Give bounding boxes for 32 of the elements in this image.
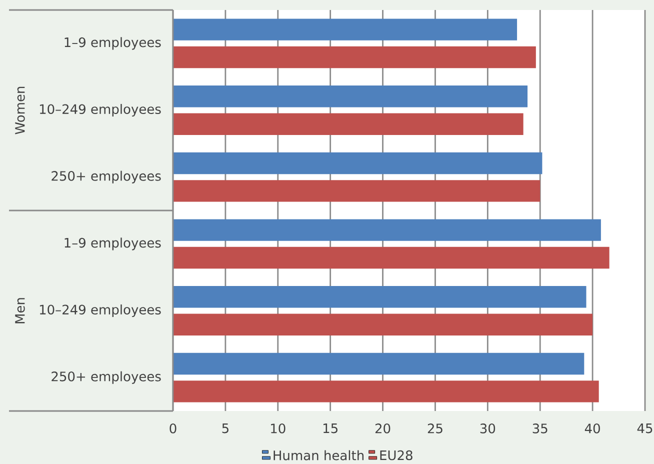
bar: [173, 113, 524, 135]
x-tick-label: 45: [637, 424, 652, 434]
x-tick-label: 5: [222, 424, 228, 434]
bar: [173, 86, 528, 108]
bar: [173, 180, 540, 202]
x-tick-label: 40: [584, 424, 600, 434]
legend-label: Human health: [274, 450, 364, 460]
bar: [173, 219, 601, 241]
legend-label: EU28: [380, 450, 412, 460]
x-tick-label: 0: [170, 424, 176, 434]
bar: [173, 246, 610, 269]
x-tick-label: 25: [428, 424, 442, 434]
x-tick-label: 15: [323, 424, 338, 434]
y-tick-label: 10–249 employees: [40, 304, 161, 318]
text: Women: [15, 86, 25, 134]
bar: [173, 314, 593, 336]
bar: [173, 380, 599, 402]
bar: [173, 18, 518, 40]
y-tick-label: 10–249 employees: [40, 104, 161, 117]
x-tick-label: 20: [375, 424, 390, 434]
y-tick-label: 250+ employees: [52, 170, 161, 184]
bar: [173, 46, 536, 68]
text: Men: [15, 298, 25, 324]
bar: [173, 286, 586, 308]
bar: [173, 152, 542, 174]
y-tick-label: 250+ employees: [52, 371, 161, 384]
x-tick-label: 30: [480, 424, 496, 434]
y-tick-label: 1–9 employees: [64, 37, 161, 50]
bar: [173, 352, 584, 375]
x-tick-label: 10: [271, 424, 286, 434]
y-tick-label: 1–9 employees: [64, 238, 161, 250]
x-tick-label: 35: [532, 424, 548, 434]
